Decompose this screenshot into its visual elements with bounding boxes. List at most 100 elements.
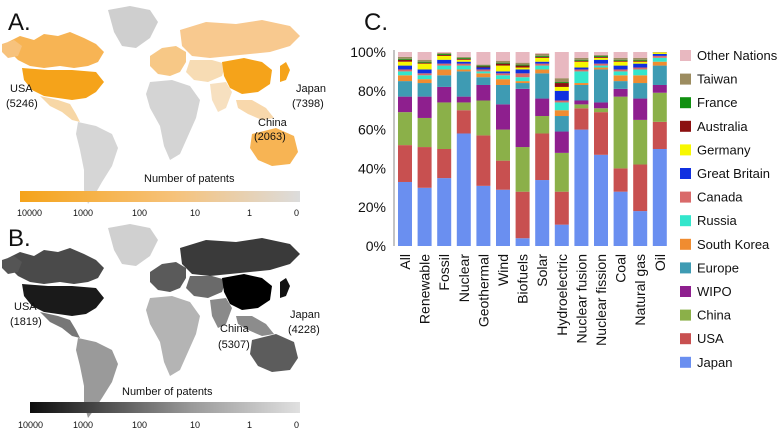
bar-segment <box>594 57 608 60</box>
bar-segment <box>496 52 510 61</box>
bar-segment <box>554 83 569 87</box>
bar-segment <box>417 73 432 76</box>
bar-segment <box>437 54 452 56</box>
map-b-mexico <box>40 312 80 338</box>
bar-segment <box>633 119 648 165</box>
bar-segment <box>613 59 628 61</box>
bar-segment <box>398 69 412 72</box>
bar-segment <box>554 224 569 246</box>
bar-segment <box>417 75 432 80</box>
bar-segment <box>417 96 432 118</box>
panel-a-label-china: China <box>258 117 288 129</box>
bar-segment <box>476 73 491 78</box>
bar-segment <box>456 102 471 111</box>
bar-segment <box>652 53 667 56</box>
map-b-greenland <box>108 224 158 266</box>
x-tick-label: Nuclear fission <box>593 254 609 346</box>
bar-segment <box>574 108 589 130</box>
bar-segment <box>633 98 648 120</box>
bar-segment <box>574 61 589 68</box>
bar-segment <box>515 52 530 63</box>
bar-segment <box>574 59 589 61</box>
bar-segment <box>437 65 452 70</box>
bar-segment <box>456 133 471 246</box>
panel-a-tick-100: 100 <box>132 208 147 218</box>
y-tick-label: 0% <box>366 238 386 254</box>
bar-segment <box>496 129 510 161</box>
bar-segment <box>437 75 452 87</box>
bar-segment <box>554 82 569 84</box>
bar-segment <box>574 84 589 101</box>
bar-segment <box>554 191 569 225</box>
panel-b: B. USA (1819) China (5307) Japan (4228) … <box>2 224 320 430</box>
bar-segment <box>476 67 491 70</box>
panel-a-tick-10: 10 <box>190 208 200 218</box>
bar-segment <box>613 75 628 82</box>
bar-segment <box>476 69 491 72</box>
map-a-australia <box>250 128 298 166</box>
legend-swatch <box>680 286 691 297</box>
bar-segment <box>398 56 412 59</box>
bar-segment <box>633 69 648 76</box>
y-tick-label: 100% <box>350 44 386 60</box>
bar-segment <box>594 69 608 103</box>
bar-segment <box>633 164 648 212</box>
map-a-alaska <box>2 40 22 58</box>
map-b-usa <box>22 284 104 316</box>
bar-segment <box>417 79 432 84</box>
x-tick-label: Coal <box>613 254 629 283</box>
bar-segment <box>633 60 648 62</box>
bar-segment <box>613 69 628 72</box>
bar-segment <box>535 63 550 66</box>
bar-segment <box>574 60 589 62</box>
bar-segment <box>652 149 667 246</box>
map-b-africa <box>146 296 200 376</box>
legend-swatch <box>680 191 691 203</box>
legend-swatch <box>680 215 691 227</box>
bar-segment <box>652 61 667 66</box>
map-a-china <box>222 58 272 94</box>
bar-segment <box>633 63 648 68</box>
bar-segment <box>515 88 530 148</box>
bar-segment <box>496 62 510 64</box>
bar-segment <box>594 154 608 246</box>
world-map-a <box>2 6 300 204</box>
bar-segment <box>594 112 608 155</box>
map-b-europe <box>150 262 186 292</box>
bar-segment <box>574 69 589 72</box>
panel-a-colorbar-ticks: 10000 1000 100 10 1 0 <box>17 208 299 218</box>
bar-segment <box>515 83 530 89</box>
panel-b-value-usa: (1819) <box>10 316 42 328</box>
panel-a: A. USA (5246) China (2063) Japan (7398) … <box>2 6 326 218</box>
x-tick-label: Natural gas <box>632 254 648 326</box>
bar-segment <box>515 81 530 84</box>
bar-segment <box>613 191 628 246</box>
bar-segment <box>535 98 550 117</box>
bar-segment <box>437 86 452 103</box>
legend-label: Europe <box>697 260 739 275</box>
map-a-central-asia <box>186 60 226 82</box>
legend-swatch <box>680 238 691 250</box>
bar-segment <box>515 69 530 74</box>
legend-label: Russia <box>697 213 738 228</box>
map-a-se-asia <box>236 100 274 120</box>
panel-b-tick-10000: 10000 <box>18 420 43 430</box>
bar-segment <box>613 52 628 58</box>
legend-swatch <box>680 262 691 274</box>
bar-segment <box>535 52 550 54</box>
bar-segment <box>398 61 412 66</box>
bar-segment <box>456 59 471 62</box>
bar-segment <box>437 149 452 179</box>
bar-segment <box>417 147 432 188</box>
panel-a-label-usa: USA <box>10 83 33 95</box>
x-tick-label: Hydroelectric <box>554 254 570 336</box>
bar-segment <box>574 104 589 109</box>
panel-a-letter: A. <box>8 9 31 36</box>
y-tick-label: 40% <box>358 160 386 176</box>
legend-label: South Korea <box>697 237 770 252</box>
panel-b-label-china: China <box>220 323 250 335</box>
bar-segment <box>594 52 608 55</box>
bar-segment <box>456 57 471 59</box>
panel-a-value-japan: (7398) <box>292 98 324 110</box>
bar-segment <box>496 63 510 66</box>
